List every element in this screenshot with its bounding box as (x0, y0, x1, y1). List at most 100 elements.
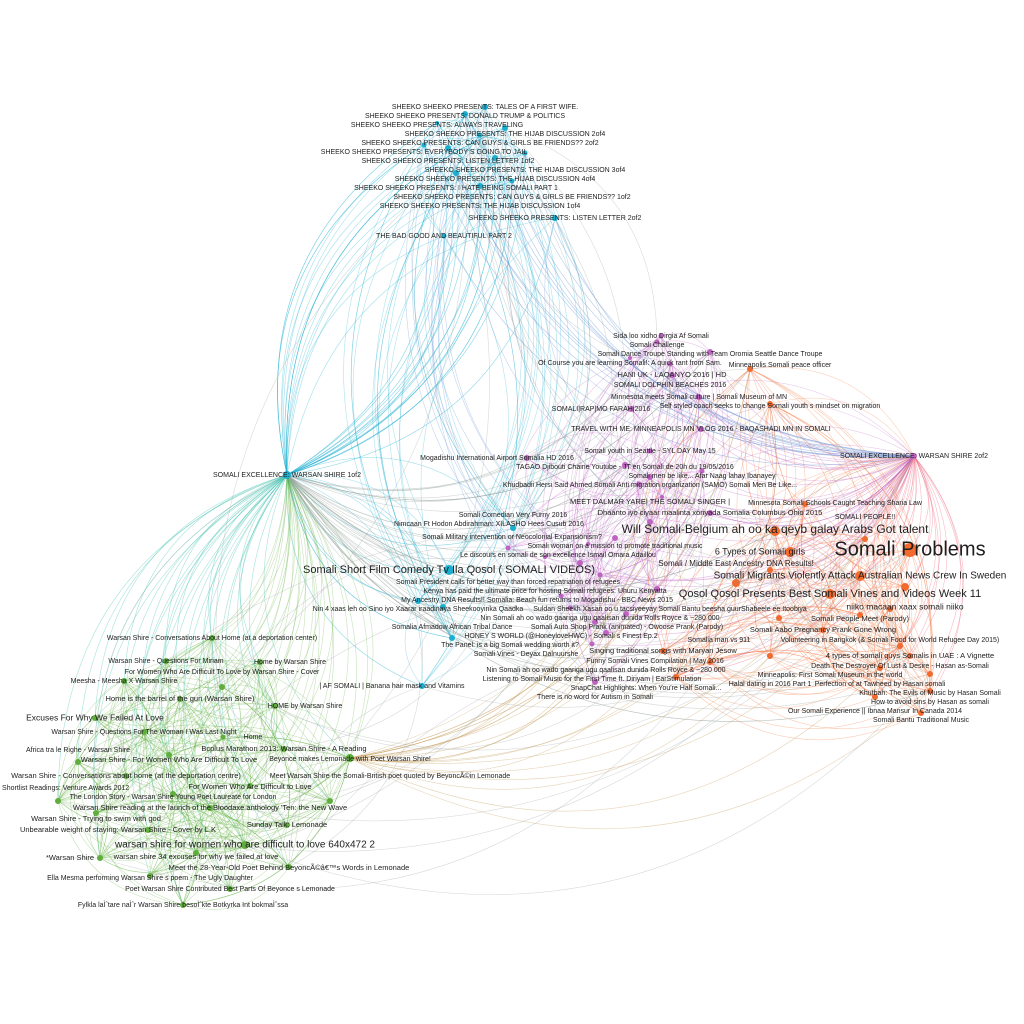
edge (662, 587, 891, 652)
graph-node-green[interactable] (281, 746, 287, 752)
edge (525, 457, 581, 564)
graph-node-orange[interactable] (820, 627, 826, 633)
edge (857, 455, 915, 669)
edge (169, 736, 224, 906)
graph-node-green[interactable] (141, 729, 147, 735)
edge (544, 363, 671, 558)
graph-node-purple[interactable] (658, 333, 664, 339)
edge (94, 717, 145, 736)
graph-node-green[interactable] (180, 902, 186, 908)
graph-node-green[interactable] (193, 850, 199, 856)
edge (209, 474, 314, 809)
graph-node-orange[interactable] (767, 401, 773, 407)
edge (57, 800, 211, 832)
edge (352, 147, 449, 602)
graph-node-green[interactable] (123, 773, 129, 779)
graph-node-purple[interactable] (622, 462, 628, 468)
edge (388, 157, 496, 608)
graph-node-purple[interactable] (911, 453, 917, 459)
graph-node-purple[interactable] (698, 426, 704, 432)
edge (662, 530, 776, 652)
graph-node-green[interactable] (207, 805, 213, 811)
graph-node-orange[interactable] (660, 648, 666, 654)
graph-node-purple[interactable] (647, 474, 653, 480)
graph-node-purple[interactable] (647, 448, 653, 454)
graph-node-green[interactable] (227, 886, 233, 892)
graph-node-purple[interactable] (654, 339, 660, 345)
graph-node-cyan[interactable] (502, 125, 508, 131)
graph-node-cyan[interactable] (482, 104, 488, 110)
graph-node-purple[interactable] (669, 372, 675, 378)
node-label: THE BAD GOOD AND BEAUTIFUL PART 2 (376, 233, 512, 240)
edge (286, 474, 911, 694)
edge (222, 736, 331, 802)
graph-node-cyan[interactable] (435, 121, 439, 125)
graph-node-orange[interactable] (857, 612, 863, 618)
graph-node-green[interactable] (209, 635, 215, 641)
edge (168, 754, 288, 826)
graph-node-cyan[interactable] (552, 215, 558, 221)
graph-node-orange[interactable] (903, 543, 917, 557)
graph-node-green[interactable] (93, 810, 99, 816)
graph-node-purple[interactable] (707, 510, 713, 516)
edge (909, 455, 948, 657)
graph-node-green[interactable] (177, 696, 183, 702)
graph-node-green[interactable] (286, 864, 292, 870)
graph-node-green[interactable] (92, 715, 98, 721)
graph-node-purple[interactable] (628, 356, 632, 360)
graph-node-green[interactable] (147, 873, 153, 879)
graph-node-cyan[interactable] (449, 635, 455, 641)
graph-node-green[interactable] (284, 822, 290, 828)
graph-node-cyan[interactable] (415, 598, 421, 604)
edge (421, 527, 515, 687)
graph-node-purple[interactable] (612, 535, 618, 541)
edge (399, 152, 526, 639)
edge (221, 686, 290, 826)
edge (620, 428, 702, 615)
graph-node-green[interactable] (241, 841, 249, 849)
edge (96, 637, 213, 859)
edge (507, 357, 631, 549)
graph-node-cyan[interactable] (444, 565, 454, 575)
edge (99, 680, 145, 859)
graph-node-green[interactable] (346, 754, 354, 762)
edge (886, 455, 915, 588)
graph-node-green[interactable] (166, 752, 172, 758)
edge (57, 474, 288, 802)
node-label: Somali woman on a mission to promote tra… (527, 543, 703, 550)
edge (594, 588, 658, 683)
edge (57, 686, 223, 802)
graph-node-orange[interactable] (825, 589, 835, 599)
graph-node-green[interactable] (75, 759, 81, 765)
graph-node-cyan[interactable] (477, 132, 483, 138)
edge (654, 351, 711, 498)
edge (442, 606, 455, 639)
graph-node-orange[interactable] (918, 710, 924, 716)
edge (208, 474, 288, 639)
edge (675, 582, 737, 678)
graph-node-cyan[interactable] (441, 233, 447, 239)
graph-node-purple[interactable] (699, 468, 705, 474)
graph-node-green[interactable] (163, 658, 169, 664)
graph-node-orange[interactable] (907, 653, 913, 659)
graph-node-cyan[interactable] (421, 142, 427, 148)
graph-node-cyan[interactable] (440, 604, 446, 610)
graph-node-orange[interactable] (855, 571, 865, 581)
graph-node-purple[interactable] (707, 349, 713, 355)
node-label: Bcplus Marathon 2013: Warsan Shire - A R… (201, 744, 366, 753)
edge (286, 474, 664, 659)
graph-node-purple[interactable] (696, 394, 702, 400)
graph-node-green[interactable] (247, 783, 253, 789)
graph-node-green[interactable] (170, 791, 176, 797)
graph-node-cyan[interactable] (283, 471, 291, 479)
edge (143, 731, 290, 868)
edge (404, 600, 423, 687)
graph-node-green[interactable] (121, 678, 127, 684)
edge (436, 122, 522, 571)
edge (507, 357, 631, 549)
edge (349, 607, 571, 759)
graph-node-cyan[interactable] (462, 111, 468, 117)
graph-node-orange[interactable] (770, 526, 780, 536)
edge (286, 127, 506, 476)
edge (789, 551, 831, 595)
